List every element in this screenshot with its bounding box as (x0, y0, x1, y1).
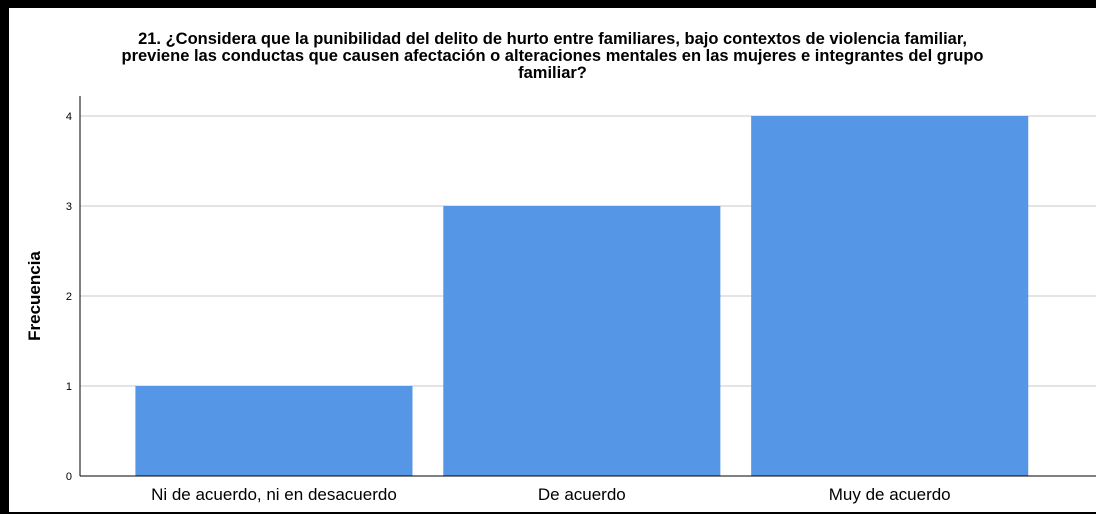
bar (443, 206, 721, 476)
y-tick-label: 1 (66, 381, 72, 393)
y-tick-label: 2 (66, 291, 72, 303)
x-tick-label: Muy de acuerdo (829, 485, 951, 504)
y-tick-label: 0 (66, 471, 72, 483)
y-axis-label: Frecuencia (25, 251, 44, 341)
bar (135, 386, 413, 476)
bar (751, 116, 1029, 476)
y-tick-label: 4 (66, 111, 72, 123)
bar-chart: 0 1 2 3 4 Ni de acuerdo, ni en desacuerdo De a… (25, 96, 1096, 504)
x-tick-label: De acuerdo (538, 485, 626, 504)
chart-title: 21. ¿Considera que la punibilidad del de… (121, 30, 984, 82)
y-tick-label: 3 (66, 201, 72, 213)
x-tick-label: Ni de acuerdo, ni en desacuerdo (151, 485, 397, 504)
chart-panel: 21. ¿Considera que la punibilidad del de… (9, 8, 1096, 512)
